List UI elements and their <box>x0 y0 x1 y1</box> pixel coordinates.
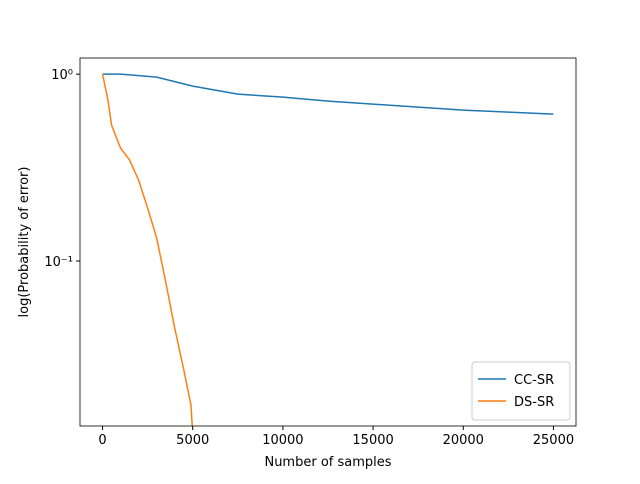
legend-box <box>471 361 571 421</box>
x-tick-label: 20000 <box>443 433 484 448</box>
y-tick-label: 10⁰ <box>51 68 73 83</box>
x-tick-label: 0 <box>98 433 106 448</box>
plot-area <box>101 73 554 426</box>
x-tick-label: 10000 <box>262 433 303 448</box>
line-series <box>101 73 194 426</box>
y-tick-label: 10⁻¹ <box>44 255 73 270</box>
y-axis-label: log(Probability of error) <box>17 167 32 318</box>
x-axis-label: Number of samples <box>264 455 391 470</box>
line-series <box>102 73 554 115</box>
x-tick-label: 25000 <box>533 433 574 448</box>
axes-frame <box>79 57 577 427</box>
legend-label: DS-SR <box>514 395 554 410</box>
x-tick-label: 5000 <box>176 433 209 448</box>
x-tick-label: 15000 <box>352 433 393 448</box>
legend-label: CC-SR <box>514 373 554 388</box>
